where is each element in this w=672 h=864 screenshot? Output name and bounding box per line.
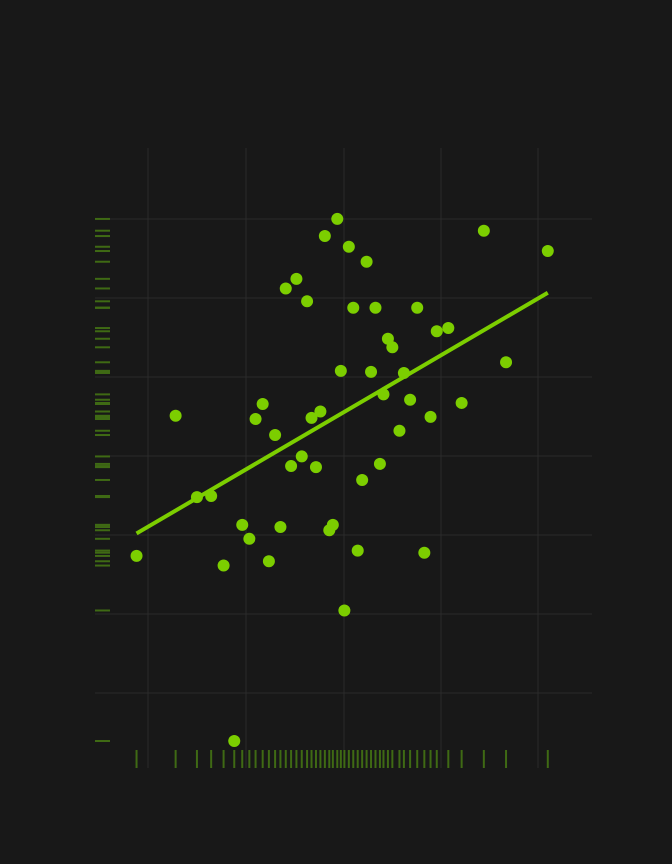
data-point <box>351 544 364 557</box>
trendline-group <box>135 291 549 536</box>
data-point <box>301 295 314 308</box>
data-point <box>455 396 468 409</box>
data-point <box>309 461 322 474</box>
data-point <box>377 388 390 401</box>
data-point <box>169 409 182 422</box>
data-point <box>342 240 355 253</box>
y-rug <box>95 217 110 742</box>
data-point <box>331 212 344 225</box>
data-point <box>369 301 382 314</box>
data-point <box>305 411 318 424</box>
data-point <box>326 518 339 531</box>
data-point <box>130 549 143 562</box>
data-point <box>404 393 417 406</box>
data-point <box>338 604 351 617</box>
data-point <box>477 224 490 237</box>
data-point <box>269 429 282 442</box>
data-point <box>236 518 249 531</box>
data-point <box>397 366 410 379</box>
data-point <box>243 532 256 545</box>
data-point <box>217 559 230 572</box>
data-point <box>411 301 424 314</box>
data-point <box>279 282 292 295</box>
trendline <box>135 291 549 536</box>
data-point <box>386 341 399 354</box>
data-point <box>228 735 241 747</box>
data-point <box>424 410 437 423</box>
data-point <box>418 546 431 559</box>
data-point <box>249 412 262 425</box>
points-group <box>130 212 554 747</box>
data-point <box>500 356 513 369</box>
data-point <box>295 450 308 463</box>
data-point <box>393 424 406 437</box>
data-point <box>442 322 455 335</box>
grid <box>95 148 592 768</box>
data-point <box>205 490 218 503</box>
data-point <box>541 245 554 258</box>
data-point <box>318 230 331 243</box>
x-rug <box>135 750 549 768</box>
data-point <box>347 301 360 314</box>
data-point <box>262 555 275 568</box>
data-point <box>274 521 287 534</box>
data-point <box>314 405 327 418</box>
data-point <box>356 473 369 486</box>
data-point <box>430 325 443 338</box>
data-point <box>256 398 269 411</box>
data-point <box>360 255 373 268</box>
data-point <box>365 365 378 378</box>
data-point <box>190 491 203 504</box>
data-point <box>373 457 386 470</box>
data-point <box>334 364 347 377</box>
data-point <box>285 460 298 473</box>
data-point <box>290 272 303 285</box>
